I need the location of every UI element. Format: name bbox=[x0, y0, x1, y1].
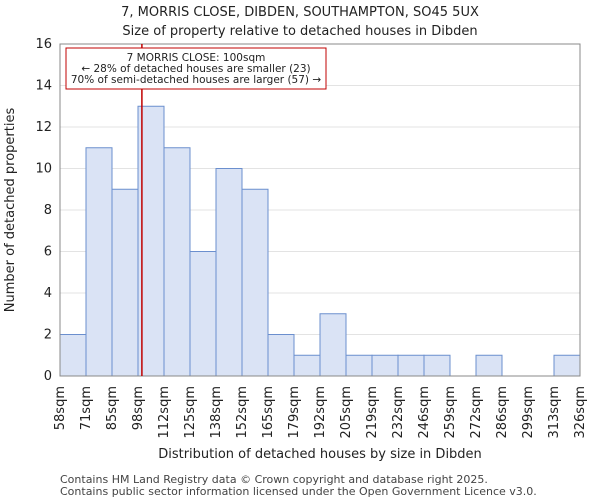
y-tick-label: 4 bbox=[44, 286, 52, 301]
bar-219sqm bbox=[371, 354, 399, 377]
y-tick-label: 12 bbox=[35, 120, 52, 135]
bar-313sqm bbox=[553, 354, 581, 377]
annotation-box: 7 MORRIS CLOSE: 100sqm ← 28% of detached… bbox=[65, 47, 327, 90]
x-tick-label: 232sqm bbox=[391, 386, 406, 439]
footer-line-1: Contains HM Land Registry data © Crown c… bbox=[60, 473, 488, 486]
bar-112sqm bbox=[163, 147, 191, 377]
chart-subtitle: Size of property relative to detached ho… bbox=[122, 24, 477, 39]
x-tick-label: 165sqm bbox=[261, 386, 276, 439]
bar-192sqm bbox=[319, 313, 347, 377]
chart-title: 7, MORRIS CLOSE, DIBDEN, SOUTHAMPTON, SO… bbox=[121, 5, 479, 20]
bar-205sqm bbox=[345, 354, 373, 377]
plot-frame bbox=[59, 43, 581, 377]
x-tick-label: 246sqm bbox=[417, 386, 432, 439]
x-tick-label: 98sqm bbox=[131, 386, 146, 430]
bar-232sqm bbox=[397, 354, 425, 377]
y-tick-label: 0 bbox=[44, 369, 52, 384]
y-ticks: 0 2 4 6 8 10 12 14 16 bbox=[35, 37, 52, 384]
y-tick-label: 10 bbox=[35, 162, 52, 177]
y-axis-label: Number of detached properties bbox=[3, 108, 18, 313]
y-tick-label: 8 bbox=[44, 203, 52, 218]
annotation-line-3: 70% of semi-detached houses are larger (… bbox=[71, 74, 322, 86]
x-tick-label: 192sqm bbox=[313, 386, 328, 439]
x-tick-label: 85sqm bbox=[105, 386, 120, 430]
bar-125sqm bbox=[189, 251, 217, 377]
x-tick-label: 299sqm bbox=[521, 386, 536, 439]
x-tick-label: 326sqm bbox=[573, 386, 588, 439]
x-tick-label: 205sqm bbox=[339, 386, 354, 439]
x-tick-label: 125sqm bbox=[183, 386, 198, 439]
bar-246sqm bbox=[423, 354, 451, 377]
x-tick-label: 58sqm bbox=[53, 386, 68, 430]
x-tick-label: 259sqm bbox=[443, 386, 458, 439]
y-tick-label: 6 bbox=[44, 245, 52, 260]
x-tick-label: 152sqm bbox=[235, 386, 250, 439]
bar-165sqm bbox=[267, 334, 295, 377]
bar-58sqm bbox=[59, 334, 87, 377]
x-tick-label: 219sqm bbox=[365, 386, 380, 439]
bar-71sqm bbox=[85, 147, 113, 377]
x-tick-label: 71sqm bbox=[79, 386, 94, 430]
x-tick-label: 179sqm bbox=[287, 386, 302, 439]
x-tick-label: 272sqm bbox=[469, 386, 484, 439]
x-axis-label: Distribution of detached houses by size … bbox=[158, 447, 482, 462]
x-ticks: 58sqm 71sqm 85sqm 98sqm 112sqm 125sqm 138sqm 15… bbox=[53, 386, 588, 439]
annotation-line-2: ← 28% of detached houses are smaller (23… bbox=[81, 63, 310, 75]
x-tick-label: 286sqm bbox=[495, 386, 510, 439]
bar-272sqm bbox=[475, 354, 503, 377]
bar-179sqm bbox=[293, 354, 321, 377]
bar-138sqm bbox=[215, 168, 243, 377]
bars bbox=[59, 105, 581, 377]
x-tick-label: 112sqm bbox=[157, 386, 172, 439]
annotation-line-1: 7 MORRIS CLOSE: 100sqm bbox=[127, 52, 266, 64]
y-tick-label: 2 bbox=[44, 328, 52, 343]
x-tick-label: 138sqm bbox=[209, 386, 224, 439]
bar-152sqm bbox=[241, 188, 269, 377]
footer-line-2: Contains public sector information licen… bbox=[60, 485, 537, 498]
y-tick-label: 14 bbox=[35, 79, 52, 94]
x-tick-label: 313sqm bbox=[547, 386, 562, 439]
bar-85sqm bbox=[111, 188, 139, 377]
y-tick-label: 16 bbox=[35, 37, 52, 52]
